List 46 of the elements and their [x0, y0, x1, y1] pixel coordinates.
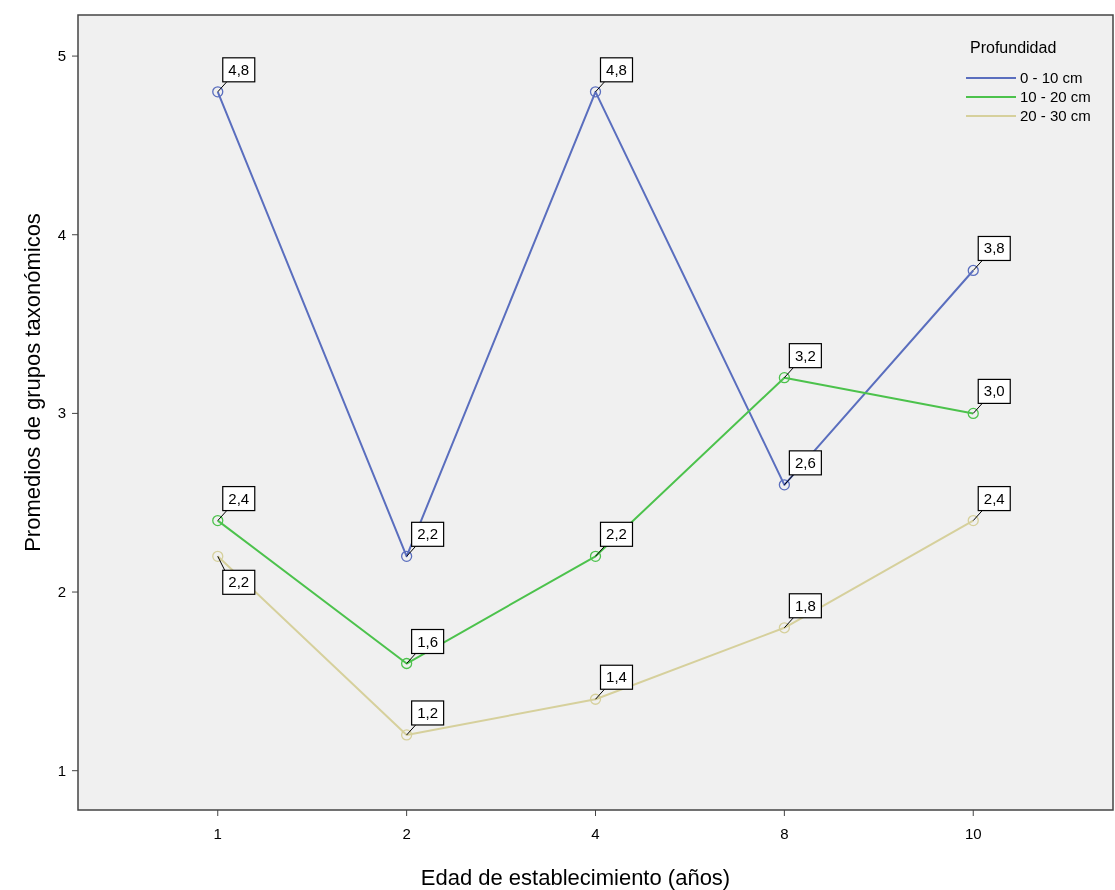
point — [400, 657, 413, 670]
legend-title: Profundidad — [970, 39, 1057, 56]
data-label: 2,4 — [228, 489, 250, 507]
point — [400, 729, 413, 741]
x-tick-label: 8 — [780, 825, 789, 842]
x-axis-title: Edad de establecimiento (años) — [420, 865, 731, 890]
y-tick-label: 1 — [57, 761, 66, 779]
point — [212, 86, 224, 98]
data-label: 1,2 — [417, 703, 439, 721]
x-tick-label: 10 — [964, 825, 982, 842]
legend-label: 20 - 30 cm — [1020, 107, 1091, 124]
data-label: 2,2 — [228, 573, 250, 591]
y-tick-label: 5 — [57, 47, 66, 65]
data-label: 4,8 — [606, 60, 627, 78]
data-label: 1,8 — [794, 596, 816, 614]
point — [778, 622, 791, 634]
point — [400, 550, 413, 562]
y-tick-label: 3 — [57, 404, 66, 422]
x-tick-label: 4 — [591, 825, 600, 842]
data-label: 2,2 — [606, 525, 627, 543]
point — [589, 86, 602, 98]
data-label: 3,2 — [794, 346, 816, 364]
data-label: 1,4 — [606, 668, 627, 686]
legend-label: 10 - 20 cm — [1020, 88, 1091, 105]
data-label: 2,6 — [794, 453, 816, 471]
point — [967, 407, 979, 420]
data-label: 2,4 — [983, 489, 1005, 507]
point — [212, 550, 224, 562]
point — [778, 372, 791, 384]
x-tick-label: 1 — [213, 825, 222, 842]
point — [778, 479, 791, 491]
data-label: 2,2 — [417, 525, 439, 543]
point — [967, 264, 979, 277]
point — [967, 514, 979, 527]
y-tick-label: 4 — [57, 225, 66, 243]
data-label: 4,8 — [228, 60, 250, 78]
x-tick-label: 2 — [402, 825, 411, 842]
data-label: 3,8 — [983, 239, 1005, 257]
y-tick-label: 2 — [57, 583, 66, 601]
legend-label: 0 - 10 cm — [1020, 69, 1083, 86]
point — [212, 514, 224, 527]
point — [589, 550, 602, 562]
data-label: 3,0 — [983, 382, 1005, 400]
point — [589, 693, 602, 705]
data-label: 1,6 — [417, 632, 439, 650]
y-axis-title: Promedios de grupos taxonómicos — [20, 213, 45, 552]
